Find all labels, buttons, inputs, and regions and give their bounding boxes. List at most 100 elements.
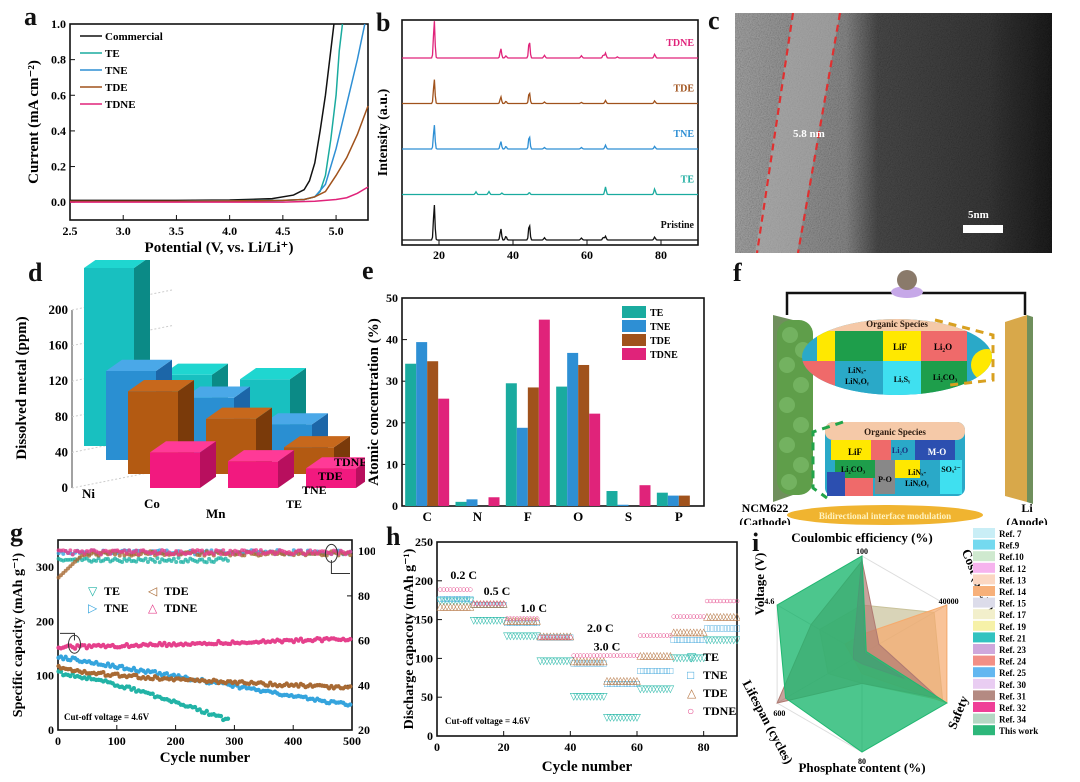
legend-swatch-tde xyxy=(622,334,646,346)
legend-label-commercial: Commercial xyxy=(105,31,163,43)
legend-marker-te: ▽ xyxy=(687,650,697,664)
legend-swatch xyxy=(973,563,995,573)
ce-point xyxy=(231,552,235,556)
cei-li2co3: Li₂CO₃ xyxy=(841,465,866,474)
bar-tde-c xyxy=(427,361,438,506)
ce-point xyxy=(172,557,176,561)
x-category-label: Mn xyxy=(206,506,226,520)
y2-tick-label: 80 xyxy=(358,589,370,603)
rate-label: 0.5 C xyxy=(484,584,511,598)
legend-label: Ref. 7 xyxy=(999,529,1022,539)
x-tick-label: 400 xyxy=(284,734,302,748)
cutoff-annotation: Cut-off voltage = 4.6V xyxy=(64,712,150,722)
legend-swatch xyxy=(973,690,995,700)
ce-point xyxy=(68,548,72,552)
radar-max-label: 4.6 xyxy=(764,597,774,606)
legend-swatch xyxy=(973,621,995,631)
ce-point xyxy=(146,560,150,564)
y-tick-label: 10 xyxy=(386,457,398,471)
legend-swatch xyxy=(973,725,995,735)
pattern-label-te: TE xyxy=(681,175,695,186)
chart-g-cycling: 0 100 200 300 400 500010020030020406080100Cyc… xyxy=(0,520,375,782)
legend-label: Ref. 17 xyxy=(999,610,1026,620)
legend-label: Ref. 31 xyxy=(999,691,1026,701)
rate-point: ▽ xyxy=(600,692,608,703)
ce-point xyxy=(226,559,230,563)
ce-point xyxy=(221,548,225,552)
legend-label-te: TE xyxy=(104,584,120,598)
y2-tick-label: 40 xyxy=(358,678,370,692)
bulb-icon xyxy=(897,270,917,290)
species-li2co3: Li₂CO₃ xyxy=(933,373,958,382)
x-tick-label: 20 xyxy=(498,740,510,754)
x-tick-label: 60 xyxy=(631,740,643,754)
pattern-label-tne: TNE xyxy=(673,129,694,140)
cutoff-annotation: Cut-off voltage = 4.6V xyxy=(445,716,531,726)
legend-label: Ref. 19 xyxy=(999,622,1026,632)
legend-marker-tne: ▷ xyxy=(88,601,98,615)
bar-tdne-c xyxy=(438,399,449,506)
top-organic-label: Organic Species xyxy=(866,319,928,329)
chart-a-lsv: 2.5 3.0 3.5 4.0 4.5 5.00.00.20.40.60.81.0Pote… xyxy=(0,0,375,260)
x-category-label: Ni xyxy=(82,486,95,501)
legend-label: This work xyxy=(999,726,1038,736)
bar-te-f xyxy=(506,383,517,506)
rate-point: ○ xyxy=(567,633,573,644)
bottom-organic-label: Organic Species xyxy=(864,427,926,437)
ce-point xyxy=(257,552,261,556)
rate-point: △ xyxy=(633,675,641,686)
legend-label-tdne: TDNE xyxy=(164,601,197,615)
cei-li2o: Li₂O xyxy=(892,446,908,455)
y2-tick-label: 100 xyxy=(358,544,375,558)
y-tick-label: 200 xyxy=(415,574,433,588)
legend-label: Ref. 12 xyxy=(999,564,1026,574)
legend-label: Ref. 25 xyxy=(999,668,1026,678)
bar-tdne-o xyxy=(589,414,600,506)
legend-swatch xyxy=(973,586,995,596)
cei-linx: LiNₓ- xyxy=(908,468,927,477)
anode-plate xyxy=(1005,315,1027,502)
x-tick-label: 0 xyxy=(55,734,61,748)
tem-image: 5.8 nm 5nm xyxy=(735,13,1052,253)
x-tick-label: 40 xyxy=(564,740,576,754)
ce-point xyxy=(144,557,148,561)
radar-max-label: 100 xyxy=(856,547,868,556)
ce-point xyxy=(153,560,157,564)
ce-point xyxy=(348,550,352,554)
plot-frame xyxy=(402,20,698,245)
rate-label: 0.2 C xyxy=(450,568,477,582)
legend-swatch xyxy=(973,574,995,584)
y-tick-label: 120 xyxy=(49,373,69,388)
legend-marker-tne: □ xyxy=(687,668,694,682)
legend-swatch xyxy=(973,644,995,654)
radar-max-label: 40000 xyxy=(939,597,959,606)
legend-label: Ref. 14 xyxy=(999,587,1026,597)
depth-label-te: TE xyxy=(286,497,302,511)
cei-mo: M-O xyxy=(928,447,947,457)
legend-label-te: TE xyxy=(703,650,719,664)
right-axis-arrow xyxy=(331,560,350,573)
cei-linxoy: LiNₓOᵧ xyxy=(905,479,930,488)
y-tick-label: 200 xyxy=(49,302,69,317)
x-tick-label: 20 xyxy=(433,248,445,260)
rate-point: ○ xyxy=(667,630,673,641)
anode-label: Li xyxy=(1021,501,1033,515)
legend-label-tne: TNE xyxy=(650,322,671,333)
x-axis-label: Cycle number xyxy=(160,750,251,766)
y-tick-label: 0 xyxy=(392,499,398,513)
legend-label: Ref. 30 xyxy=(999,680,1026,690)
y-axis-label: Discharge capacoty (mAh g⁻¹) xyxy=(402,548,417,729)
x-tick-label: 4.5 xyxy=(275,224,290,238)
legend-swatch xyxy=(973,714,995,724)
legend-label-tde: TDE xyxy=(650,336,671,347)
scale-bar xyxy=(963,225,1003,233)
ce-point xyxy=(188,551,192,555)
ce-point xyxy=(71,552,75,556)
x-tick-label: 300 xyxy=(225,734,243,748)
legend-label-tde: TDE xyxy=(105,82,128,94)
y-axis-label: Current (mA cm⁻²) xyxy=(26,60,42,184)
legend-swatch-tne xyxy=(622,320,646,332)
legend-label: Ref. 15 xyxy=(999,599,1026,609)
rate-point: ▽ xyxy=(633,713,641,724)
bar-tne-s xyxy=(618,505,629,506)
